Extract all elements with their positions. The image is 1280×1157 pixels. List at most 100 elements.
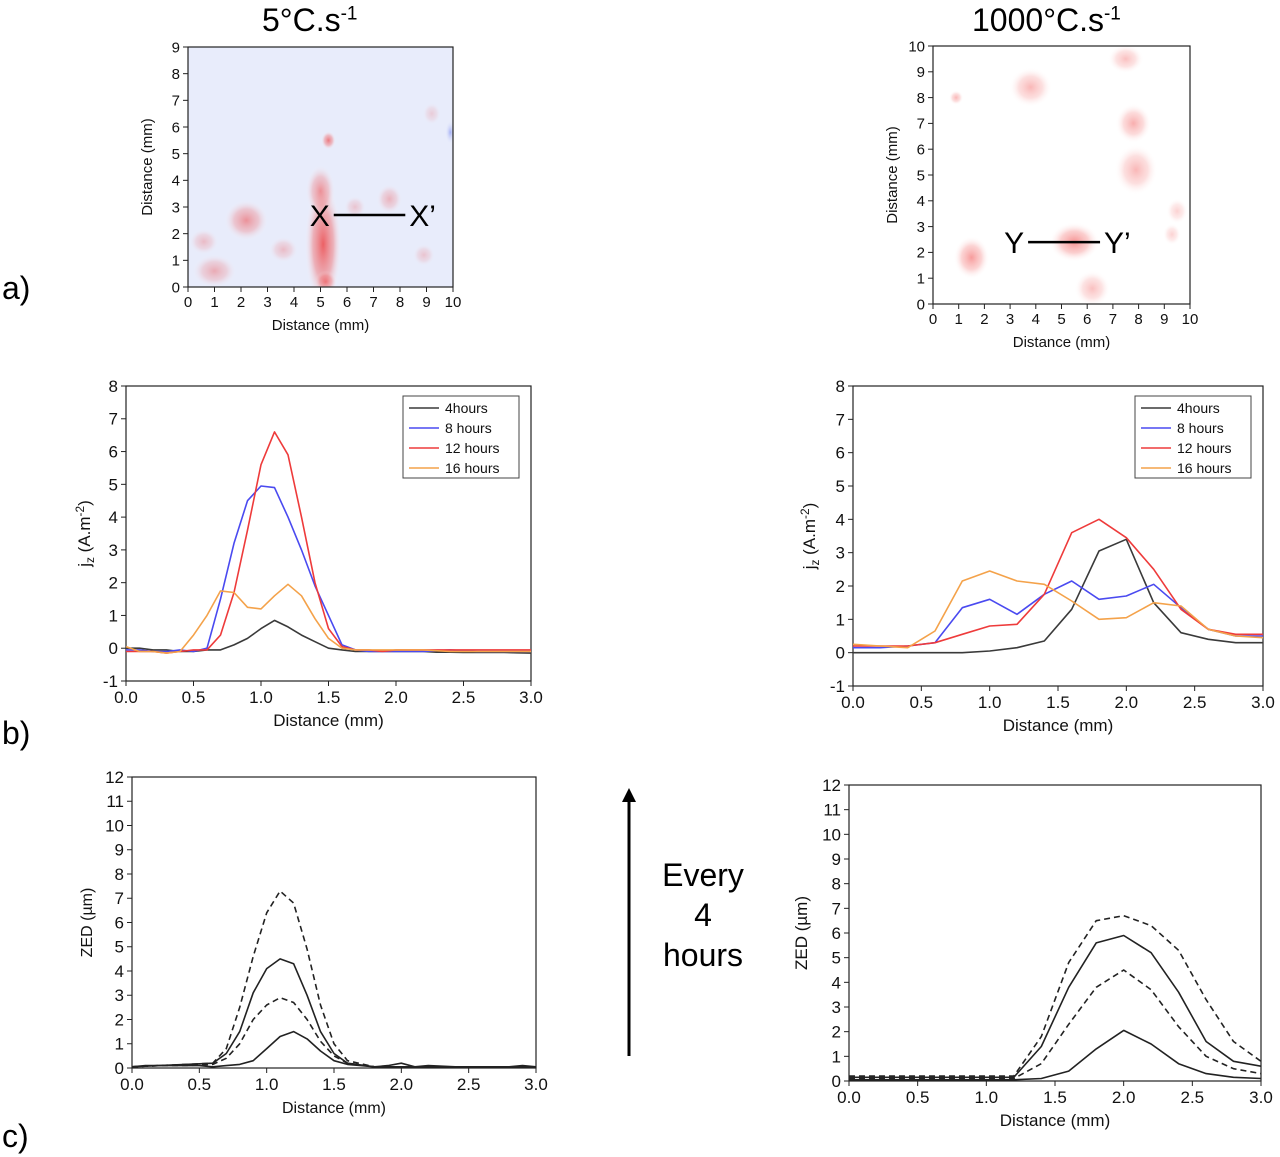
legend-label: 4hours (445, 400, 488, 416)
y-label-rest: (A.m (75, 516, 94, 557)
y-tick-label: 9 (172, 39, 180, 56)
legend-label: 12 hours (1177, 440, 1231, 456)
x-tick-label: 2.0 (384, 688, 408, 707)
y-tick-label: 8 (836, 377, 845, 396)
y-tick-label: 3 (836, 544, 845, 563)
y-tick-label: 12 (822, 776, 841, 795)
x-tick-label: 2.5 (1183, 693, 1207, 712)
y-tick-label: 0 (917, 296, 925, 313)
x-tick-label: 0.0 (114, 688, 138, 707)
x-tick-label: 1.5 (317, 688, 341, 707)
x-tick-label: 9 (422, 294, 430, 311)
y-tick-label: 6 (832, 924, 841, 943)
y-tick-label: 8 (832, 875, 841, 894)
x-tick-label: 0.0 (120, 1075, 144, 1094)
y-tick-label: 8 (917, 90, 925, 107)
x-tick-label: 1.0 (975, 1088, 999, 1107)
y-tick-label: 0 (836, 644, 845, 663)
x-tick-label: 1.5 (1046, 693, 1070, 712)
panel-label-a: a) (2, 270, 31, 306)
y-tick-label: -1 (103, 672, 118, 691)
anodic-spot (422, 102, 442, 125)
y-tick-label: 7 (836, 410, 845, 429)
y-tick-label: 8 (109, 377, 118, 396)
y-tick-label: 3 (109, 541, 118, 560)
series-line-12-h (132, 958, 536, 1068)
y-label-sup: -2 (798, 508, 812, 519)
scan-line-start-label: X (310, 200, 330, 233)
scan-line-end-label: Y’ (1104, 227, 1131, 260)
y-tick-label: 10 (105, 816, 124, 835)
y-tick-label: 4 (836, 510, 845, 529)
y-axis-label: jz (A.m-2) (798, 503, 822, 571)
y-tick-label: 6 (115, 913, 124, 932)
y-tick-label: 0 (109, 639, 118, 658)
y-tick-label: 4 (172, 173, 180, 190)
x-tick-label: 8 (1134, 311, 1142, 328)
x-tick-label: 2 (980, 311, 988, 328)
note-line-3: hours (662, 937, 744, 973)
left-title-sup: -1 (340, 3, 358, 25)
series-line-8-hours (126, 485, 531, 653)
y-tick-label: 3 (832, 998, 841, 1017)
right-title-sup: -1 (1103, 3, 1121, 25)
x-tick-label: 0 (184, 294, 192, 311)
x-tick-label: 4 (290, 294, 298, 311)
y-tick-label: 0 (115, 1059, 124, 1078)
y-tick-label: 6 (836, 444, 845, 463)
legend-label: 8 hours (1177, 420, 1224, 436)
x-tick-label: 10 (1182, 311, 1199, 328)
y-tick-label: 9 (832, 850, 841, 869)
y-tick-label: 8 (172, 66, 180, 83)
anodic-spot (376, 184, 403, 214)
y-tick-label: 3 (917, 219, 925, 236)
anodic-spot (305, 164, 336, 218)
anodic-spot (314, 270, 337, 287)
panel-label-c: c) (2, 1118, 29, 1154)
y-tick-label: 11 (106, 792, 124, 811)
y-axis-label: ZED (µm) (792, 896, 811, 970)
series-line-16-hours (126, 583, 531, 654)
y-tick-label: 7 (109, 410, 118, 429)
x-tick-label: 1.0 (978, 693, 1002, 712)
x-tick-label: 0.0 (841, 693, 865, 712)
x-tick-label: 0.5 (910, 693, 934, 712)
y-label-main: j (800, 566, 819, 571)
legend-label: 16 hours (1177, 460, 1231, 476)
series-group (853, 518, 1263, 654)
left-title-main: 5°C.s (262, 2, 341, 38)
anodic-spot (1009, 67, 1053, 108)
x-tick-label: 2.0 (390, 1075, 414, 1094)
note-line-2: 4 (694, 897, 712, 933)
x-tick-label: 0.5 (182, 688, 206, 707)
y-tick-label: 1 (109, 606, 118, 625)
y-axis-label: Distance (mm) (139, 118, 156, 216)
x-tick-label: 1.0 (249, 688, 273, 707)
y-tick-label: 12 (105, 768, 124, 787)
heatmap-field (188, 47, 453, 287)
series-group (126, 431, 531, 654)
y-tick-label: 7 (172, 93, 180, 110)
y-label-sup: -2 (73, 505, 87, 516)
legend-label: 8 hours (445, 420, 492, 436)
x-axis-label: Distance (mm) (273, 711, 384, 730)
series-group (132, 890, 536, 1068)
x-tick-label: 6 (343, 294, 351, 311)
anodic-spot (1107, 46, 1144, 74)
x-tick-label: 3 (263, 294, 271, 311)
y-tick-label: 11 (823, 801, 841, 820)
anodic-spot (343, 195, 367, 219)
y-label-sub: z (83, 557, 97, 563)
x-tick-label: 2.5 (452, 688, 476, 707)
y-tick-label: 6 (109, 443, 118, 462)
y-tick-label: 2 (109, 574, 118, 593)
y-axis-label: jz (A.m-2) (73, 500, 97, 568)
series-line-4hours (853, 538, 1263, 654)
x-tick-label: 2.0 (1112, 1088, 1136, 1107)
y-tick-label: 2 (917, 245, 925, 262)
note-line-1: Every (662, 857, 744, 893)
x-tick-label: 2 (237, 294, 245, 311)
